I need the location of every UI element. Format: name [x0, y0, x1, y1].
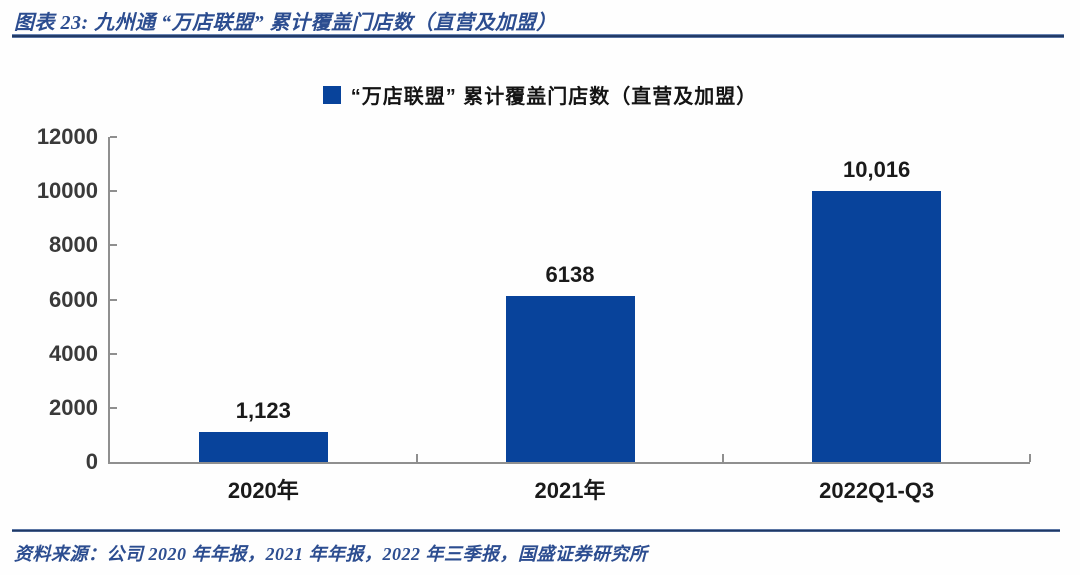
- bar-2021年: [505, 295, 635, 462]
- x-axis-tick-mark: [415, 454, 418, 462]
- bar-value-label: 6138: [545, 261, 595, 287]
- y-axis-tick-mark: [110, 136, 117, 138]
- y-axis-tick-label: 6000: [49, 286, 98, 312]
- x-category-label: 2020年: [227, 478, 299, 503]
- x-category-label: 2022Q1-Q3: [819, 478, 935, 503]
- footer-separator: [12, 529, 1060, 532]
- legend-label: “万店联盟” 累计覆盖门店数（直营及加盟）: [350, 86, 758, 108]
- x-category-label: 2021年: [534, 478, 606, 503]
- y-axis-tick-label: 4000: [49, 340, 98, 366]
- title-separator: [12, 34, 1064, 38]
- bar-value-label: 1,123: [235, 397, 291, 423]
- y-axis-tick-mark: [110, 190, 117, 193]
- y-axis-tick-mark: [110, 244, 117, 247]
- legend-swatch: [322, 85, 341, 104]
- chart-legend: “万店联盟” 累计覆盖门店数（直营及加盟）: [0, 80, 1080, 109]
- y-axis-line: [108, 137, 110, 464]
- y-axis-tick-mark: [110, 298, 117, 301]
- x-axis-tick-mark: [1029, 454, 1031, 462]
- y-axis-tick-label: 2000: [49, 394, 98, 420]
- y-axis-tick-label: 8000: [49, 232, 98, 258]
- y-axis-tick-label: 0: [85, 449, 98, 474]
- x-axis-tick-mark: [722, 454, 725, 462]
- source-note: 资料来源：公司 2020 年年报，2021 年年报，2022 年三季报，国盛证券…: [14, 544, 648, 564]
- y-axis-tick-label: 12000: [36, 124, 98, 149]
- y-axis-tick-label: 10000: [36, 178, 98, 204]
- bar-2020年: [198, 431, 328, 462]
- bar-value-label: 10,016: [843, 156, 911, 182]
- bar-2022Q1-Q3: [812, 190, 942, 462]
- x-axis-line: [108, 462, 1030, 464]
- figure-title: 图表 23: 九州通 “万店联盟” 累计覆盖门店数（直营及加盟）: [14, 12, 557, 34]
- y-axis-tick-mark: [110, 406, 117, 409]
- y-axis-tick-mark: [110, 352, 117, 355]
